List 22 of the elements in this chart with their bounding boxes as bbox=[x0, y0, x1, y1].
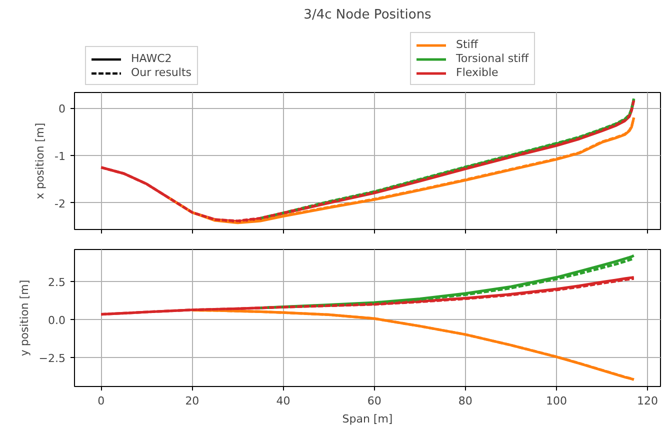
legend-label: Flexible bbox=[456, 66, 498, 79]
y-tick-label: 2.5 bbox=[48, 276, 66, 289]
legend-label: Stiff bbox=[456, 38, 478, 51]
legend-label: Our results bbox=[131, 66, 192, 79]
legend-label: HAWC2 bbox=[131, 52, 172, 65]
x-tick-label: 120 bbox=[637, 394, 658, 408]
y-tick-label: 0.0 bbox=[48, 314, 66, 327]
y-tick-label: -2 bbox=[54, 197, 66, 210]
chart-title: 3/4c Node Positions bbox=[304, 8, 432, 22]
y-axis-title: x position [m] bbox=[34, 122, 47, 200]
y-tick-label: 0 bbox=[58, 102, 66, 116]
x-tick-label: 100 bbox=[546, 394, 567, 408]
x-tick-label: 0 bbox=[98, 394, 105, 408]
x-tick-label: 20 bbox=[185, 394, 200, 408]
y-axis-title: y position [m] bbox=[18, 280, 31, 356]
x-axis-title: Span [m] bbox=[342, 412, 393, 426]
legend-label: Torsional stiff bbox=[456, 52, 529, 65]
y-tick-label: -1 bbox=[54, 150, 66, 164]
x-tick-label: 40 bbox=[276, 394, 290, 408]
x-tick-label: 80 bbox=[458, 394, 472, 408]
x-tick-label: 60 bbox=[367, 394, 382, 408]
y-tick-label: −2.5 bbox=[38, 352, 66, 365]
